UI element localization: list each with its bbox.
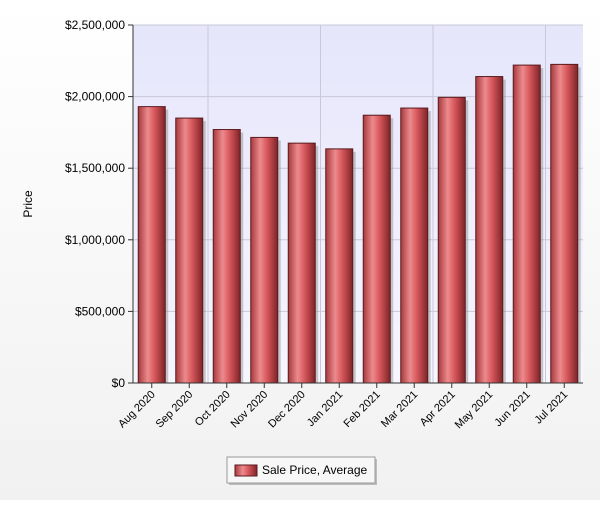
bar bbox=[175, 117, 204, 384]
x-tick-label: Aug 2020 bbox=[116, 389, 158, 431]
y-tick-label: $1,500,000 bbox=[65, 161, 125, 175]
x-tick-label: Mar 2021 bbox=[379, 389, 420, 430]
y-tick-label: $2,500,000 bbox=[65, 18, 125, 32]
bar bbox=[212, 129, 241, 384]
x-tick-label: Nov 2020 bbox=[229, 389, 271, 431]
x-tick-label: Feb 2021 bbox=[342, 389, 383, 430]
y-tick-label: $500,000 bbox=[75, 304, 125, 318]
x-tick-label: Sep 2020 bbox=[154, 389, 196, 431]
bar bbox=[250, 136, 279, 384]
bar bbox=[137, 106, 166, 384]
y-tick-label: $2,000,000 bbox=[65, 90, 125, 104]
bar bbox=[287, 142, 316, 384]
bar bbox=[325, 148, 354, 384]
x-tick-label: Oct 2020 bbox=[193, 389, 233, 429]
x-tick-label: May 2021 bbox=[453, 389, 496, 432]
bar bbox=[437, 96, 466, 384]
x-tick-label: Jan 2021 bbox=[305, 389, 345, 429]
legend-label: Sale Price, Average bbox=[262, 463, 368, 477]
bar bbox=[362, 114, 391, 384]
bar bbox=[550, 63, 579, 384]
y-tick-label: $0 bbox=[112, 376, 126, 390]
bar bbox=[400, 107, 429, 384]
legend-swatch bbox=[234, 464, 258, 477]
x-tick-label: Jul 2021 bbox=[532, 389, 570, 427]
x-tick-label: Dec 2020 bbox=[266, 389, 308, 431]
bar bbox=[475, 76, 504, 384]
x-tick-label: Jun 2021 bbox=[492, 389, 532, 429]
bar bbox=[512, 64, 541, 384]
y-tick-label: $1,000,000 bbox=[65, 233, 125, 247]
y-axis-title: Price bbox=[21, 190, 35, 218]
